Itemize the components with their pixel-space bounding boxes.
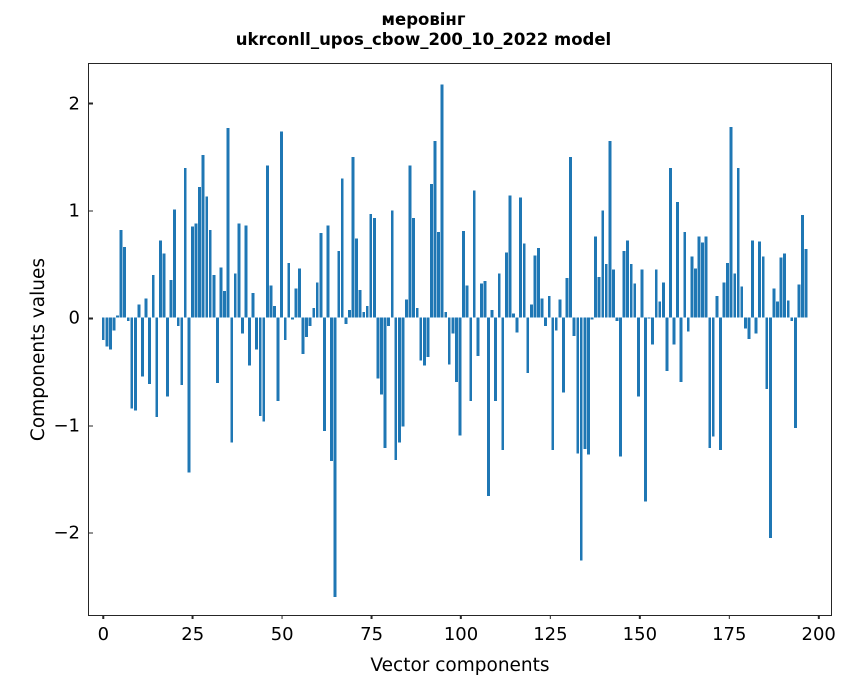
x-tick-label: 75 [360,624,384,645]
x-tick-mark [191,615,194,619]
plot-axes-frame: −2 −1 0 1 2 0 25 50 75 100 125 150 175 200 [53,63,836,645]
x-tick-mark [639,615,641,619]
chart-title-line-2: ukrconll_upos_cbow_200_10_2022 model [235,30,612,49]
x-tick-label: 0 [97,624,110,645]
x-tick-label: 150 [622,624,658,645]
x-tick-7: 175 [712,615,746,645]
y-tick-label: −2 [53,522,80,544]
y-tick-mark [89,102,93,105]
x-tick-4: 100 [444,615,478,645]
x-tick-5: 125 [533,615,568,645]
y-tick-label: 1 [68,200,80,222]
y-tick-mark [89,425,93,427]
x-tick-6: 150 [623,615,657,645]
x-tick-2: 50 [271,615,294,645]
x-tick-label: 200 [801,624,836,645]
x-tick-label: 125 [533,624,568,645]
x-tick-8: 200 [802,615,836,645]
x-tick-mark [549,615,552,619]
chart-title: меровінг ukrconll_upos_cbow_200_10_2022 … [0,10,847,50]
x-tick-mark [728,615,731,619]
x-tick-mark [102,615,105,619]
y-tick-0: −2 [53,522,93,544]
y-tick-label: 2 [68,93,80,115]
x-tick-label: 100 [443,624,479,645]
x-tick-mark [460,615,462,619]
y-tick-mark [89,317,93,320]
x-tick-label: 50 [270,624,294,645]
chart-title-line-1: меровінг [381,10,466,29]
x-tick-mark [281,615,283,619]
y-tick-label: 0 [68,307,80,329]
y-tick-3: 1 [68,200,93,222]
y-tick-4: 2 [68,93,93,115]
y-tick-mark [89,210,93,212]
x-tick-3: 75 [360,615,383,645]
x-tick-label: 175 [712,624,747,645]
y-axis-label: Components values [28,257,49,442]
y-tick-mark [89,532,93,534]
bar-series [101,84,808,597]
x-tick-label: 25 [181,624,205,645]
x-tick-0: 0 [98,615,109,645]
y-tick-2: 0 [68,307,93,329]
plot-area [89,64,831,615]
y-tick-1: −1 [53,415,93,437]
y-tick-label: −1 [53,415,80,437]
x-tick-mark [817,615,820,619]
x-axis-label: Vector components [370,655,550,676]
x-tick-mark [370,615,373,619]
x-tick-1: 25 [181,615,204,645]
